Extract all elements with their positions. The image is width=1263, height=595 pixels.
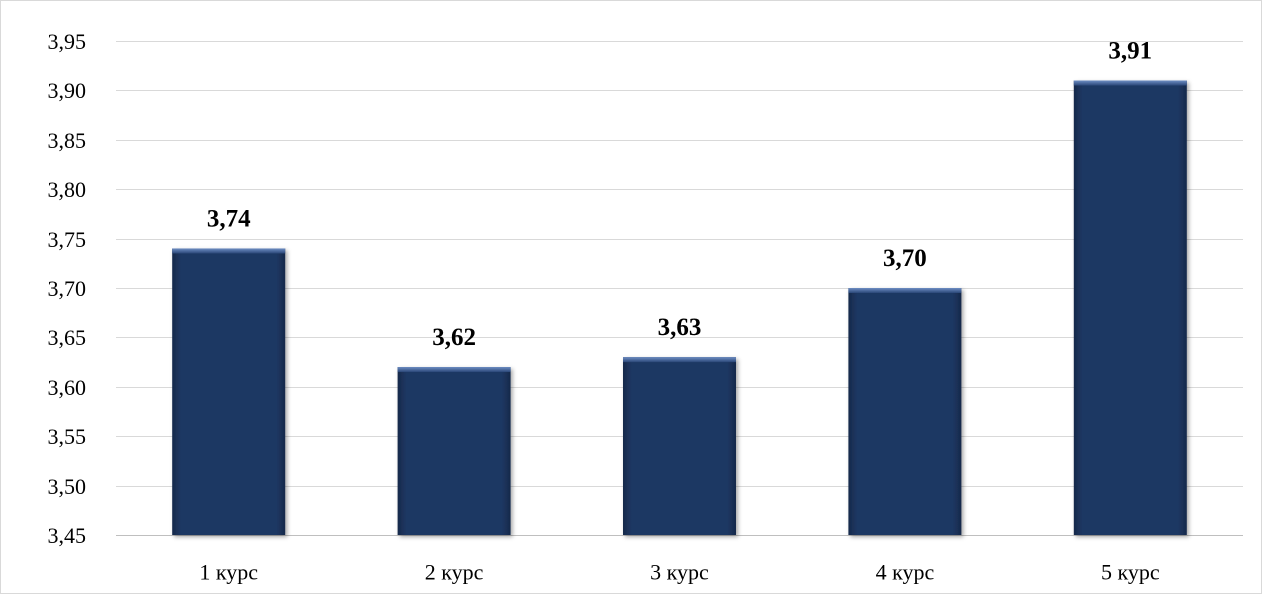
bars — [172, 80, 1187, 536]
x-category-label: 3 курс — [650, 560, 709, 585]
x-category-label: 4 курс — [876, 560, 935, 585]
bar-top-bevel — [848, 288, 962, 293]
bar-top-bevel — [397, 367, 511, 373]
data-label: 3,91 — [1108, 38, 1152, 65]
y-tick-label: 3,80 — [48, 177, 87, 202]
data-label: 3,70 — [883, 245, 927, 272]
y-tick-label: 3,45 — [48, 523, 87, 548]
bar — [623, 357, 736, 535]
data-label: 3,74 — [207, 205, 251, 232]
bar-top-bevel — [172, 248, 286, 254]
y-tick-label: 3,75 — [48, 227, 87, 252]
bar-group — [397, 367, 511, 535]
y-tick-label: 3,60 — [48, 375, 87, 400]
gridlines — [116, 41, 1243, 536]
bar-group — [172, 248, 286, 536]
data-label: 3,63 — [658, 314, 702, 341]
y-tick-label: 3,90 — [48, 78, 87, 103]
bar-top-bevel — [623, 357, 736, 363]
bar-group — [1073, 80, 1187, 536]
bar-group — [848, 288, 962, 535]
bar — [1073, 80, 1187, 536]
x-axis-category-labels: 1 курс 2 курс 3 курс 4 курс 5 курс — [199, 560, 1159, 585]
bar — [172, 248, 286, 536]
y-tick-label: 3,55 — [48, 424, 87, 449]
x-category-label: 2 курс — [425, 560, 484, 585]
y-tick-label: 3,70 — [48, 276, 87, 301]
y-tick-label: 3,50 — [48, 474, 87, 499]
bar — [397, 367, 511, 535]
x-category-label: 5 курс — [1101, 560, 1160, 585]
y-tick-label: 3,65 — [48, 325, 87, 350]
data-labels: 3,74 3,62 3,63 3,70 3,91 — [207, 38, 1152, 352]
y-tick-label: 3,95 — [48, 29, 87, 54]
data-label: 3,62 — [432, 324, 476, 351]
y-axis-tick-labels: 3,45 3,50 3,55 3,60 3,65 3,70 3,75 3,80 3,85 3,90… — [48, 29, 87, 548]
bar-group — [623, 357, 736, 535]
x-category-label: 1 курс — [199, 560, 258, 585]
bar — [848, 288, 962, 535]
bar-top-bevel — [1073, 80, 1187, 86]
y-tick-label: 3,85 — [48, 128, 87, 153]
